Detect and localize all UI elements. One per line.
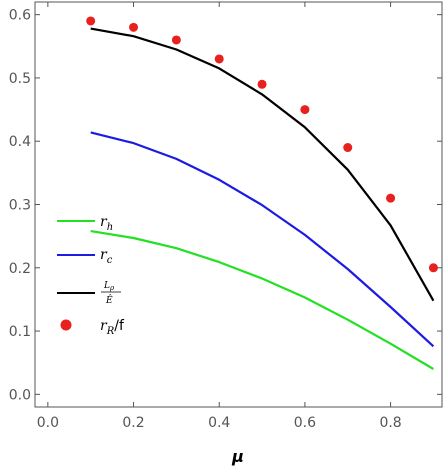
legend-label-rR: rR/f bbox=[100, 318, 125, 337]
y-tick-label: 0.1 bbox=[9, 324, 31, 340]
y-tick-label: 0.2 bbox=[9, 261, 31, 277]
y-tick-label: 0.0 bbox=[9, 387, 31, 403]
tick-group: 0.0 0.2 0.4 0.6 0.8 0.0 0.1 0.2 0.3 0.4 0.5 0.6 bbox=[9, 2, 442, 431]
legend-marker-rR bbox=[60, 319, 72, 331]
y-tick-label: 0.4 bbox=[9, 134, 31, 150]
y-tick-label: 0.6 bbox=[9, 8, 31, 24]
legend: rh rc Lρ Ê rR/f bbox=[57, 214, 125, 337]
x-tick-label: 0.0 bbox=[37, 415, 59, 431]
series-group bbox=[86, 16, 438, 370]
data-point-rR bbox=[86, 16, 96, 26]
series-line-lrho bbox=[90, 27, 435, 302]
x-tick-label: 0.6 bbox=[294, 415, 316, 431]
legend-label-rc: rc bbox=[100, 247, 113, 266]
data-point-rR bbox=[386, 193, 396, 203]
y-tick-label: 0.5 bbox=[9, 71, 31, 87]
data-point-rR bbox=[428, 263, 438, 273]
x-tick-label: 0.8 bbox=[379, 415, 401, 431]
y-tick-label: 0.3 bbox=[9, 198, 31, 214]
data-point-rR bbox=[214, 54, 224, 64]
plot-frame bbox=[34, 1, 443, 408]
series-line-rh bbox=[90, 230, 434, 370]
x-tick-label: 0.2 bbox=[122, 415, 144, 431]
legend-label-lrho: Lρ Ê bbox=[101, 281, 121, 306]
series-line-rc bbox=[90, 131, 435, 348]
svg-text:Lρ: Lρ bbox=[103, 281, 115, 292]
data-point-rR bbox=[343, 143, 353, 153]
svg-text:Ê: Ê bbox=[105, 294, 113, 306]
data-point-rR bbox=[257, 79, 267, 89]
legend-label-rh: rh bbox=[100, 214, 113, 233]
data-point-rR bbox=[129, 22, 139, 32]
data-point-rR bbox=[300, 105, 310, 115]
data-point-rR bbox=[171, 35, 181, 45]
x-tick-label: 0.4 bbox=[208, 415, 230, 431]
x-axis-title: μ bbox=[231, 447, 244, 466]
